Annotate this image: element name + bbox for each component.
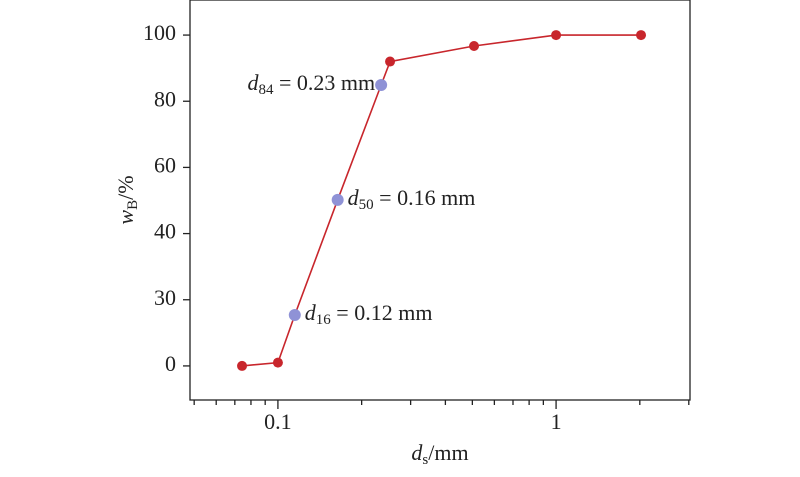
symbol: d [247,70,259,95]
data-point [237,360,248,371]
subscript: s [422,452,428,468]
x-axis-title: ds/mm [411,440,468,468]
y-tick-label: 60 [154,152,176,177]
label-text: /mm [428,440,468,465]
data-point [385,56,396,67]
data-point [469,40,480,51]
symbol: d [305,300,317,325]
data-point [375,79,388,92]
annotation: d50 = 0.16 mm [348,185,476,213]
y-axis-title: wB/% [113,175,141,224]
y-tick-label: 100 [143,20,176,45]
plot-frame [189,0,691,401]
label-text: = 0.12 mm [331,300,433,325]
y-tick-label: 0 [165,351,176,376]
label-text: = 0.23 mm [273,70,375,95]
subscript: 16 [316,312,332,328]
x-tick-label: 1 [551,409,562,434]
data-point [331,193,344,206]
data-point [288,308,301,321]
subscript: B [125,200,141,210]
y-tick-label: 80 [154,86,176,111]
y-tick-label: 40 [154,219,176,244]
annotation: d16 = 0.12 mm [305,300,433,328]
symbol: w [113,210,138,225]
subscript: 84 [258,82,274,98]
label-text: = 0.16 mm [374,185,476,210]
subscript: 50 [359,197,374,213]
data-point [636,30,647,41]
data-point [272,357,283,368]
symbol: d [411,440,423,465]
symbol: d [348,185,360,210]
annotation: d84 = 0.23 mm [247,70,375,98]
y-tick-label: 30 [154,285,176,310]
data-point [551,30,562,41]
label-text: /% [113,175,138,199]
x-tick-label: 0.1 [264,409,292,434]
